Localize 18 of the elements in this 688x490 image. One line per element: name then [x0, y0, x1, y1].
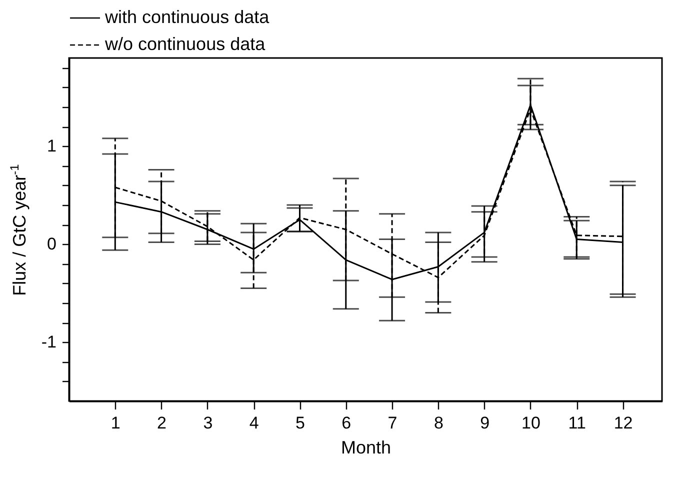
x-tick-label: 4 — [249, 414, 259, 432]
y-tick-label: 1 — [47, 136, 56, 156]
legend-label: w/o continuous data — [104, 34, 266, 54]
x-tick-label: 3 — [203, 414, 213, 432]
y-tick-label: 0 — [47, 234, 56, 254]
x-tick-label: 5 — [296, 414, 305, 432]
legend-label: with continuous data — [104, 7, 270, 27]
x-axis-title: Month — [340, 438, 392, 458]
x-tick-label: 7 — [388, 414, 398, 432]
x-tick-label: 11 — [568, 414, 586, 432]
x-tick-label: 1 — [110, 414, 120, 432]
y-tick-label: -1 — [41, 332, 56, 352]
x-tick-label: 2 — [157, 414, 167, 432]
x-tick-label: 9 — [480, 414, 490, 432]
x-tick-label: 8 — [434, 414, 444, 432]
x-tick-label: 12 — [614, 414, 633, 432]
x-tick-label: 6 — [342, 414, 352, 432]
x-tick-label: 10 — [522, 414, 540, 432]
